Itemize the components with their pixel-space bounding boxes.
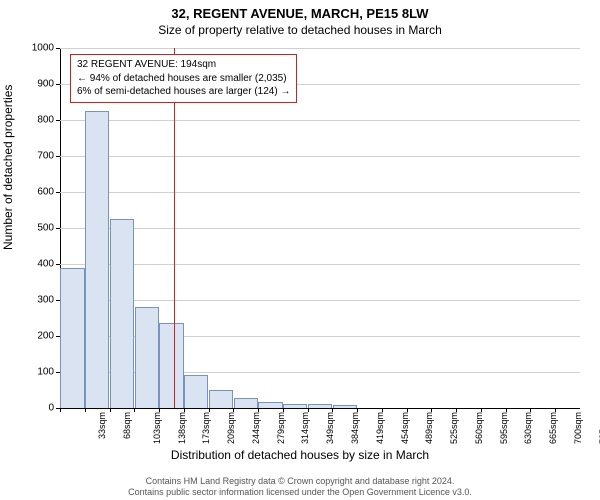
x-tick-label: 103sqm xyxy=(152,412,162,444)
x-tick-label: 209sqm xyxy=(226,412,236,444)
chart-container: 32, REGENT AVENUE, MARCH, PE15 8LW Size … xyxy=(0,0,600,500)
y-tick-label: 200 xyxy=(0,331,54,342)
x-tick-label: 489sqm xyxy=(424,412,434,444)
y-tick-label: 0 xyxy=(0,403,54,414)
y-tick-mark xyxy=(56,192,60,193)
x-tick-mark xyxy=(85,408,86,412)
footer-line-2: Contains public sector information licen… xyxy=(0,487,600,498)
x-tick-mark xyxy=(233,408,234,412)
x-tick-label: 279sqm xyxy=(276,412,286,444)
x-tick-label: 454sqm xyxy=(400,412,410,444)
x-tick-label: 700sqm xyxy=(573,412,583,444)
x-tick-mark xyxy=(506,408,507,412)
y-tick-label: 500 xyxy=(0,223,54,234)
x-tick-label: 525sqm xyxy=(449,412,459,444)
y-tick-label: 600 xyxy=(0,187,54,198)
x-tick-mark xyxy=(159,408,160,412)
histogram-bar xyxy=(85,111,109,408)
x-tick-label: 138sqm xyxy=(177,412,187,444)
x-tick-label: 314sqm xyxy=(301,412,311,444)
gridline xyxy=(60,156,580,157)
histogram-bar xyxy=(234,398,258,408)
x-tick-mark xyxy=(308,408,309,412)
x-tick-mark xyxy=(382,408,383,412)
annotation-line: 32 REGENT AVENUE: 194sqm xyxy=(77,58,290,72)
x-tick-label: 349sqm xyxy=(325,412,335,444)
histogram-bar xyxy=(159,323,183,408)
x-axis-line xyxy=(60,408,580,409)
gridline xyxy=(60,228,580,229)
x-tick-mark xyxy=(431,408,432,412)
y-tick-label: 700 xyxy=(0,151,54,162)
x-tick-label: 244sqm xyxy=(251,412,261,444)
footer-attribution: Contains HM Land Registry data © Crown c… xyxy=(0,476,600,498)
histogram-bar xyxy=(258,402,282,408)
x-tick-mark xyxy=(555,408,556,412)
x-tick-mark xyxy=(481,408,482,412)
gridline xyxy=(60,120,580,121)
y-tick-label: 100 xyxy=(0,367,54,378)
histogram-bar xyxy=(333,405,357,408)
x-tick-mark xyxy=(357,408,358,412)
plot-area: 33sqm68sqm103sqm138sqm173sqm209sqm244sqm… xyxy=(60,48,580,408)
x-tick-mark xyxy=(110,408,111,412)
histogram-bar xyxy=(135,307,159,408)
y-tick-mark xyxy=(56,156,60,157)
histogram-bar xyxy=(308,404,332,408)
x-tick-label: 173sqm xyxy=(201,412,211,444)
gridline xyxy=(60,264,580,265)
x-tick-mark xyxy=(258,408,259,412)
x-tick-mark xyxy=(184,408,185,412)
x-tick-mark xyxy=(134,408,135,412)
x-tick-label: 384sqm xyxy=(350,412,360,444)
x-tick-mark xyxy=(283,408,284,412)
x-axis-label: Distribution of detached houses by size … xyxy=(0,448,600,462)
x-tick-label: 560sqm xyxy=(474,412,484,444)
x-tick-mark xyxy=(407,408,408,412)
histogram-bar xyxy=(283,404,307,408)
histogram-bar xyxy=(110,219,134,408)
footer-line-1: Contains HM Land Registry data © Crown c… xyxy=(0,476,600,487)
histogram-bar xyxy=(184,375,208,408)
y-tick-mark xyxy=(56,264,60,265)
y-tick-label: 300 xyxy=(0,295,54,306)
annotation-line: ← 94% of detached houses are smaller (2,… xyxy=(77,72,290,86)
x-tick-label: 68sqm xyxy=(122,412,132,439)
histogram-bar xyxy=(209,390,233,408)
y-tick-mark xyxy=(56,228,60,229)
y-tick-mark xyxy=(56,48,60,49)
y-tick-label: 800 xyxy=(0,115,54,126)
histogram-bar xyxy=(60,268,84,408)
chart-title-sub: Size of property relative to detached ho… xyxy=(0,21,600,37)
x-tick-mark xyxy=(60,408,61,412)
x-tick-mark xyxy=(332,408,333,412)
y-tick-label: 1000 xyxy=(0,43,54,54)
x-tick-mark xyxy=(456,408,457,412)
annotation-line: 6% of semi-detached houses are larger (1… xyxy=(77,85,290,99)
x-tick-mark xyxy=(530,408,531,412)
x-tick-label: 595sqm xyxy=(499,412,509,444)
x-tick-label: 419sqm xyxy=(375,412,385,444)
gridline xyxy=(60,48,580,49)
x-tick-label: 665sqm xyxy=(548,412,558,444)
y-tick-mark xyxy=(56,84,60,85)
x-tick-label: 33sqm xyxy=(97,412,107,439)
y-tick-label: 900 xyxy=(0,79,54,90)
x-tick-mark xyxy=(209,408,210,412)
annotation-box: 32 REGENT AVENUE: 194sqm← 94% of detache… xyxy=(70,54,297,103)
gridline xyxy=(60,300,580,301)
y-tick-mark xyxy=(56,120,60,121)
chart-title-main: 32, REGENT AVENUE, MARCH, PE15 8LW xyxy=(0,0,600,21)
gridline xyxy=(60,192,580,193)
x-tick-label: 630sqm xyxy=(523,412,533,444)
y-tick-label: 400 xyxy=(0,259,54,270)
